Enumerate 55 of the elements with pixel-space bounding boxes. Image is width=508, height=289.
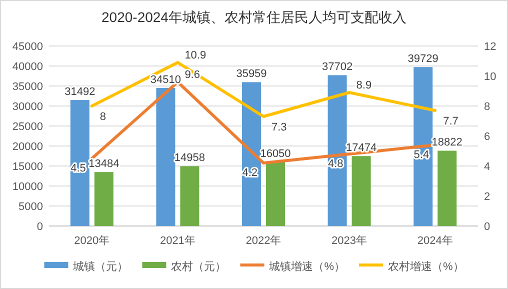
y-tick-label: 0 — [36, 221, 43, 233]
data-label: 8.9 — [356, 80, 372, 92]
legend-label: 城镇增速（%） — [268, 260, 345, 273]
y2-tick-label: 0 — [484, 221, 490, 233]
data-label: 4.8 — [328, 158, 344, 170]
data-label: 7.7 — [443, 116, 458, 128]
y-tick-label: 25000 — [12, 121, 43, 133]
legend-label: 农村（元） — [171, 260, 226, 273]
y-tick-label: 15000 — [12, 161, 43, 173]
data-label: 14958 — [174, 152, 205, 164]
y-tick-label: 20000 — [12, 141, 43, 153]
x-tick-label: 2021年 — [160, 235, 196, 247]
y-tick-label: 40000 — [12, 61, 43, 73]
bar — [352, 156, 371, 226]
data-label: 8 — [100, 111, 106, 123]
bar — [180, 166, 200, 226]
y-tick-label: 45000 — [12, 41, 43, 53]
y-tick-label: 5000 — [18, 201, 43, 213]
data-label: 34510 — [150, 74, 181, 86]
x-tick-label: 2023年 — [332, 235, 368, 247]
y2-tick-label: 4 — [484, 161, 490, 173]
bar — [438, 150, 457, 226]
x-tick-label: 2024年 — [417, 235, 453, 247]
data-label: 18822 — [432, 136, 462, 149]
chart-title: 2020-2024年城镇、农村常住居民人均可支配收入 — [102, 9, 406, 25]
x-tick-label: 2022年 — [246, 235, 282, 247]
data-label: 5.4 — [414, 149, 430, 161]
bar — [414, 67, 433, 226]
data-label: 13484 — [88, 158, 120, 170]
y-tick-label: 10000 — [12, 181, 43, 193]
legend-label: 农村增速（%） — [388, 260, 464, 273]
data-label: 39729 — [408, 53, 438, 66]
data-label: 16050 — [260, 148, 291, 160]
y2-tick-label: 12 — [484, 41, 496, 53]
y2-tick-label: 2 — [484, 191, 490, 203]
data-label: 31492 — [64, 86, 96, 98]
legend-label: 城镇（元） — [72, 260, 128, 273]
data-label: 35959 — [236, 68, 267, 80]
y-tick-label: 35000 — [12, 81, 43, 93]
y2-tick-label: 6 — [484, 131, 490, 143]
bar — [328, 75, 347, 226]
data-label: 17474 — [346, 142, 377, 154]
data-label: 37702 — [322, 61, 353, 74]
data-label: 7.3 — [272, 122, 287, 134]
bar — [156, 88, 176, 226]
y2-tick-label: 8 — [484, 101, 490, 113]
data-label: 4.2 — [242, 167, 258, 179]
y-tick-label: 30000 — [12, 101, 43, 113]
bar — [70, 100, 90, 226]
x-tick-label: 2020年 — [74, 235, 110, 247]
bar — [94, 172, 114, 226]
y2-tick-label: 10 — [484, 71, 496, 83]
bar — [266, 162, 285, 226]
data-label: 4.5 — [70, 162, 86, 174]
data-label: 10.9 — [184, 50, 206, 62]
